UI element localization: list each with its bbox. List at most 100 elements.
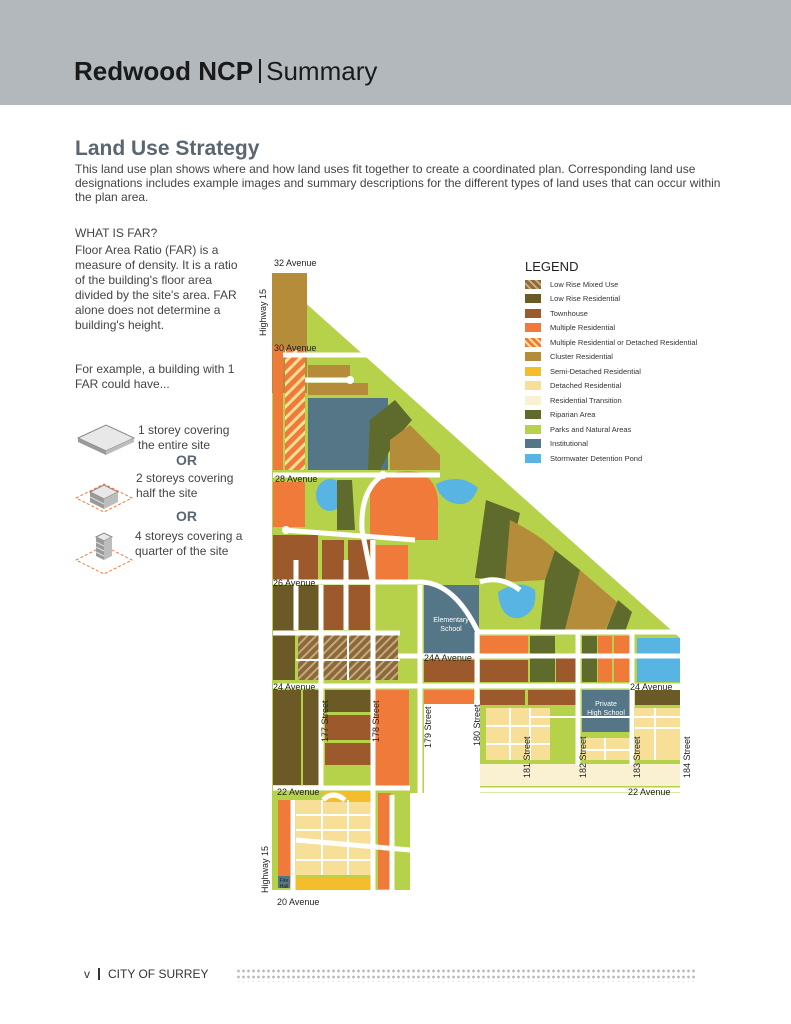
section-heading: Land Use Strategy (75, 137, 260, 160)
far-illustrations (74, 424, 136, 575)
townhouse-block-10 (325, 743, 373, 765)
roundabout-1 (346, 376, 354, 384)
label-184-street: 184 Street (682, 736, 692, 778)
cluster-residential-band (308, 383, 368, 395)
far-option-3: 4 storeys covering a quarter of the site (135, 529, 243, 558)
detached-residential-south (296, 800, 374, 875)
legend-item: Low Rise Residential (525, 292, 697, 307)
legend-label: Multiple Residential or Detached Residen… (550, 337, 698, 347)
map-legend: Low Rise Mixed Use Low Rise Residential … (525, 277, 697, 466)
legend-item: Low Rise Mixed Use (525, 277, 697, 292)
cluster-residential-30ave (308, 365, 350, 379)
residential-transition (480, 764, 680, 786)
townhouse-block-5 (348, 585, 370, 630)
road-diagonal (359, 472, 385, 581)
or-label-1: OR (176, 452, 197, 468)
riparian-south-2 (582, 636, 597, 682)
label-24-avenue-west: 24 Avenue (273, 682, 315, 692)
legend-label: Stormwater Detention Pond (550, 453, 643, 463)
riparian-north (368, 400, 412, 470)
roundabout-3 (282, 526, 290, 534)
townhouse-block-11 (480, 690, 525, 705)
legend-label: Residential Transition (550, 395, 622, 405)
page-title: Redwood NCP Summary (74, 56, 377, 87)
legend-label: Detached Residential (550, 381, 622, 391)
page-header: Redwood NCP Summary (0, 0, 791, 105)
legend-title: LEGEND (525, 259, 579, 274)
semi-detached-22ave (323, 792, 373, 802)
label-22-avenue-east: 22 Avenue (628, 787, 670, 797)
low-rise-res-5 (325, 690, 373, 712)
legend-item: Residential Transition (525, 393, 697, 408)
local-lanes (296, 635, 680, 875)
legend-swatch (525, 453, 541, 463)
label-20-avenue: 20 Avenue (277, 897, 319, 907)
far-title: WHAT IS FAR? (75, 226, 158, 240)
low-rise-res-6 (635, 690, 680, 705)
four-storey-icon (74, 532, 134, 575)
label-28-avenue: 28 Avenue (275, 474, 317, 484)
low-rise-res-4 (303, 690, 321, 785)
label-private: Private (595, 701, 617, 708)
legend-swatch (525, 337, 541, 347)
multi-residential-block-3 (598, 636, 612, 682)
footer-divider (98, 968, 100, 980)
multi-residential-south-strip (278, 800, 293, 885)
multi-residential-block-2 (480, 636, 528, 658)
stormwater-pond-4 (637, 638, 680, 682)
road-28-avenue-south (282, 527, 416, 543)
legend-label: Semi-Detached Residential (550, 366, 641, 376)
legend-label: Low Rise Mixed Use (550, 279, 619, 289)
legend-swatch (525, 439, 541, 449)
legend-swatch (525, 308, 541, 318)
legend-item: Cluster Residential (525, 350, 697, 365)
label-30-avenue: 30 Avenue (274, 343, 316, 353)
low-rise-res-3 (273, 690, 301, 785)
legend-swatch (525, 424, 541, 434)
label-181-street: 181 Street (522, 736, 532, 778)
one-storey-icon (76, 424, 136, 455)
riparian-far-east (605, 600, 632, 632)
label-school: School (440, 626, 462, 633)
legend-item: Institutional (525, 437, 697, 452)
legend-label: Multiple Residential (550, 323, 616, 333)
legend-swatch (525, 366, 541, 376)
legend-label: Cluster Residential (550, 352, 613, 362)
legend-item: Parks and Natural Areas (525, 422, 697, 437)
townhouse-block-7 (480, 660, 528, 682)
footer-org: CITY OF SURREY (108, 967, 209, 981)
townhouse-block-6 (424, 660, 477, 682)
far-example: For example, a building with 1 FAR could… (75, 362, 235, 391)
multi-residential-block-7 (378, 793, 391, 889)
label-178-street: 178 Street (371, 700, 381, 742)
multi-residential-block-5 (375, 690, 409, 790)
detached-residential-1 (486, 708, 550, 760)
far-option-1: 1 storey covering the entire site (138, 423, 230, 452)
fire-hall-labels: Fire Hall (280, 878, 289, 890)
legend-label: Townhouse (550, 308, 588, 318)
facility-labels: Elementary School Private High School (433, 617, 625, 717)
park-south (556, 708, 576, 760)
legend-swatch (525, 352, 541, 362)
page-number: v (84, 967, 90, 981)
label-26-avenue: 26 Avenue (273, 578, 315, 588)
road-local-5 (321, 792, 347, 802)
plan-name: Redwood NCP (74, 56, 254, 86)
label-32-avenue: 32 Avenue (274, 258, 316, 268)
stormwater-pond-2 (436, 478, 478, 505)
legend-item: Semi-Detached Residential (525, 364, 697, 379)
multi-residential-north-strip (273, 345, 283, 470)
intro-paragraph: This land use plan shows where and how l… (75, 162, 721, 204)
legend-label: Low Rise Residential (550, 294, 621, 304)
multi-or-detached-area (285, 350, 305, 470)
or-label-2: OR (176, 508, 197, 524)
label-182-street: 182 Street (578, 736, 588, 778)
label-22-avenue-west: 22 Avenue (277, 787, 319, 797)
semi-detached-south (296, 877, 374, 889)
road-network (273, 352, 680, 890)
legend-label: Riparian Area (550, 410, 596, 420)
label-highway-15-south: Highway 15 (260, 846, 270, 893)
legend-swatch (525, 279, 541, 289)
legend-swatch (525, 410, 541, 420)
